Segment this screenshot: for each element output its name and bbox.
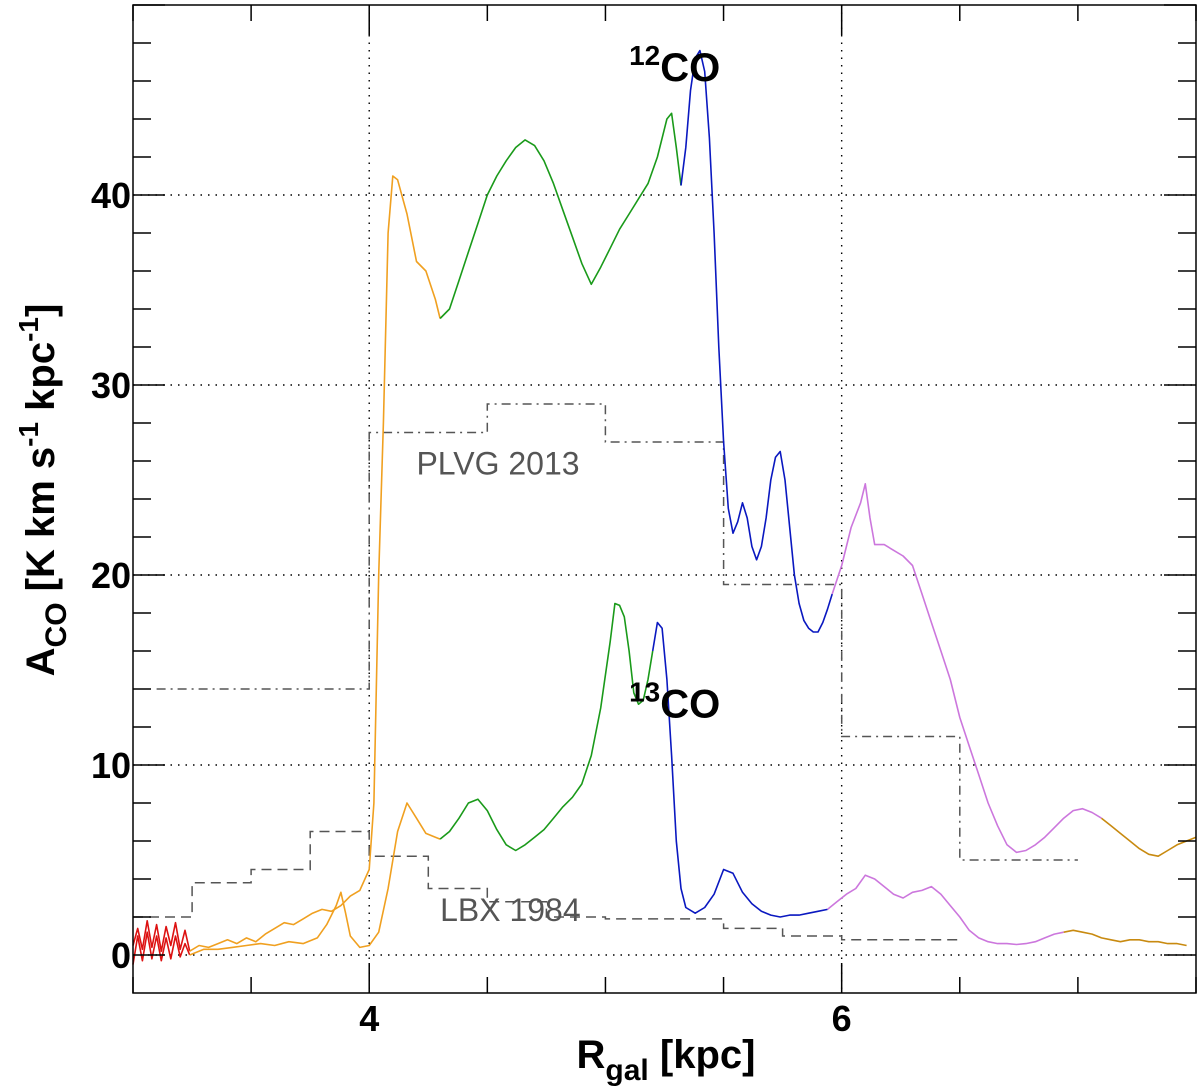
y-axis-title-sub: CO [40, 602, 73, 647]
y-axis-title-rest2: kpc [19, 342, 63, 422]
annotation-12co-main: CO [660, 46, 720, 90]
series-co13-segment-1 [189, 802, 441, 956]
annotation-lbx-1984: LBX 1984 [440, 892, 581, 928]
grid-lines [133, 5, 1196, 993]
x-axis-title-main: R [577, 1033, 606, 1077]
series-co12-segment-1 [189, 175, 441, 952]
series-co13-segment-3 [651, 621, 828, 918]
y-tick-label-30: 30 [91, 365, 131, 406]
x-tick-label-4: 4 [359, 998, 379, 1039]
series-co12-segment-5 [1101, 817, 1197, 857]
series-co12-segment-3 [680, 49, 833, 633]
x-axis-title: Rgal [kpc] [577, 1033, 756, 1087]
y-tick-label-20: 20 [91, 555, 131, 596]
x-tick-label-6: 6 [832, 998, 852, 1039]
annotation-plvg-2013: PLVG 2013 [416, 445, 579, 481]
series-co13-segment-0 [132, 931, 191, 965]
series-co12-segment-4 [831, 483, 1102, 854]
y-tick-label-10: 10 [91, 745, 131, 786]
annotation-13co-main: CO [660, 683, 720, 727]
annotation-12co-sup: 12 [629, 40, 660, 71]
series-co13-segment-4 [826, 874, 1064, 946]
series-co13-segment-5 [1063, 929, 1187, 947]
series-lbx1984 [133, 830, 960, 941]
x-axis-title-sub: gal [605, 1054, 648, 1087]
annotation-13co-sup: 13 [629, 677, 660, 708]
y-tick-label-0: 0 [111, 935, 131, 976]
axis-ticks [132, 4, 1197, 993]
tick-labels: 4 6 0 10 20 30 40 [91, 175, 852, 1039]
x-axis-title-rest: [kpc] [649, 1033, 756, 1077]
series-plvg2013 [156, 403, 1078, 861]
series-co12-segment-0 [132, 920, 191, 952]
series-co12-segment-2 [439, 112, 682, 320]
y-axis-title-main: A [19, 647, 63, 676]
y-axis-title-sup1: -1 [13, 422, 44, 447]
annotation-13co: 13CO [629, 677, 720, 727]
series-co13-segment-2 [439, 602, 654, 852]
data-series [132, 49, 1197, 965]
reference-step-lines [133, 403, 1078, 941]
y-axis-title-sup2: -1 [13, 317, 44, 342]
y-axis-title-rest1: [K km s [19, 447, 63, 603]
y-axis-title-rest3: ] [19, 304, 63, 317]
y-tick-label-40: 40 [91, 175, 131, 216]
annotation-12co: 12CO [629, 40, 720, 90]
y-axis-title: ACO [K km s-1 kpc-1] [13, 304, 73, 677]
